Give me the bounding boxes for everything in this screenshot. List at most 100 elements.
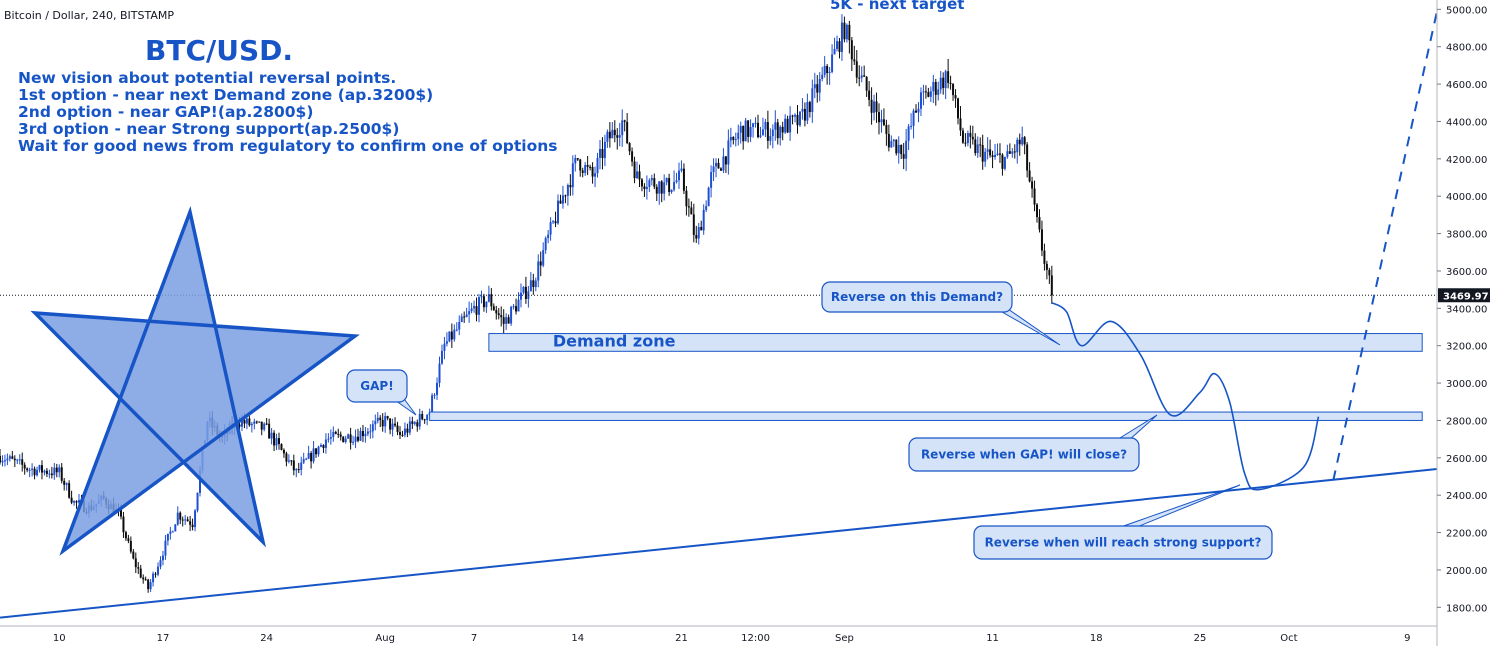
candle-body xyxy=(579,159,582,171)
candle-body xyxy=(821,74,824,79)
candle-body xyxy=(339,434,342,437)
candle-body xyxy=(747,120,750,137)
candle-body xyxy=(287,460,290,462)
candle-body xyxy=(122,516,125,533)
candle-body xyxy=(589,166,592,168)
candle-body xyxy=(673,181,676,190)
candle-body xyxy=(352,441,355,443)
candle-body xyxy=(798,111,801,126)
candle-body xyxy=(729,137,732,141)
candle-body xyxy=(779,126,782,139)
candle-body xyxy=(710,172,713,188)
candle-body xyxy=(157,566,160,575)
candle-body xyxy=(801,108,804,112)
candle-body xyxy=(475,306,478,315)
candle-body xyxy=(929,91,932,97)
projection-curve xyxy=(1051,302,1320,491)
candle-body xyxy=(959,118,962,131)
candles xyxy=(0,14,1053,593)
idea-notes: New vision about potential reversal poin… xyxy=(18,70,558,155)
candle-body xyxy=(882,119,885,125)
candle-body xyxy=(742,125,745,142)
candle-body xyxy=(843,22,846,40)
candle-body xyxy=(542,250,545,266)
candle-body xyxy=(1038,217,1041,230)
candle-body xyxy=(964,142,967,144)
candle-body xyxy=(581,170,584,173)
candle-body xyxy=(744,120,747,142)
candle-body xyxy=(240,420,243,427)
candle-body xyxy=(621,120,624,136)
candle-body xyxy=(290,460,293,462)
candle-body xyxy=(181,519,184,521)
candle-body xyxy=(739,125,742,133)
candle-body xyxy=(603,141,606,159)
candle-body xyxy=(322,444,325,448)
candle-body xyxy=(648,180,651,187)
candle-body xyxy=(828,71,831,73)
candle-body xyxy=(677,170,680,181)
candle-body xyxy=(554,221,557,224)
candle-body xyxy=(640,179,643,187)
time-tick-label: 9 xyxy=(1404,633,1410,644)
candle-body xyxy=(784,118,787,133)
candle-body xyxy=(584,165,587,173)
candle-body xyxy=(300,462,303,470)
candle-body xyxy=(292,460,295,471)
candle-body xyxy=(979,144,982,146)
candle-body xyxy=(690,207,693,215)
candle-body xyxy=(31,468,34,470)
candle-body xyxy=(196,492,199,511)
note-line: 2nd option - near GAP!(ap.2800$) xyxy=(18,103,314,121)
candle-body xyxy=(665,178,668,183)
price-tick-label: 2400.00 xyxy=(1446,491,1487,502)
candle-body xyxy=(413,422,416,424)
candle-body xyxy=(53,467,56,476)
candle-body xyxy=(371,424,374,432)
candle-body xyxy=(40,465,43,473)
candle-body xyxy=(78,500,81,503)
candle-body xyxy=(1033,188,1036,205)
candle-body xyxy=(663,182,666,194)
candle-body xyxy=(890,141,893,148)
candle-body xyxy=(547,234,550,239)
candle-body xyxy=(60,467,63,481)
candle-body xyxy=(811,88,814,113)
candle-body xyxy=(1006,151,1009,157)
candle-body xyxy=(381,420,384,427)
candle-body xyxy=(873,101,876,113)
candle-body xyxy=(855,61,858,78)
candle-body xyxy=(877,112,880,123)
candle-body xyxy=(924,91,927,93)
candle-body xyxy=(26,468,29,471)
candle-body xyxy=(421,414,424,420)
candle-body xyxy=(645,186,648,190)
candle-body xyxy=(636,171,639,179)
candle-body xyxy=(934,82,937,95)
candle-body xyxy=(248,418,251,426)
candle-body xyxy=(618,135,621,138)
candle-body xyxy=(510,306,513,324)
candle-body xyxy=(875,101,878,113)
candle-body xyxy=(426,414,429,420)
candle-body xyxy=(937,89,940,95)
candle-body xyxy=(860,75,863,78)
candle-body xyxy=(559,200,562,204)
candle-body xyxy=(191,524,194,528)
note-line: Wait for good news from regulatory to co… xyxy=(18,137,558,155)
candle-body xyxy=(976,144,979,154)
price-tick-label: 2200.00 xyxy=(1446,529,1487,540)
candle-body xyxy=(912,110,915,126)
candle-body xyxy=(833,48,836,55)
time-tick-label: Oct xyxy=(1280,633,1297,644)
candle-body xyxy=(549,222,552,235)
candle-body xyxy=(808,102,811,113)
candle-body xyxy=(628,143,631,152)
candle-body xyxy=(11,456,14,459)
candle-body xyxy=(16,459,19,461)
candle-body xyxy=(895,139,898,154)
time-tick-label: 25 xyxy=(1194,633,1207,644)
candle-body xyxy=(253,421,256,424)
